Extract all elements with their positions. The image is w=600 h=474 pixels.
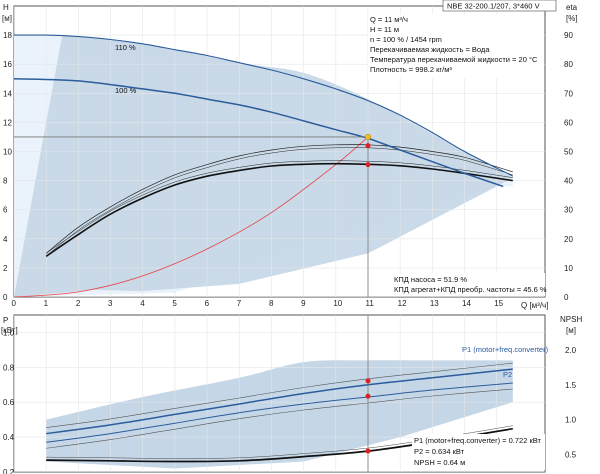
npsh-tick-label: 1.5 (565, 381, 577, 390)
x-tick-label: 8 (269, 299, 274, 308)
npsh-point (365, 448, 371, 454)
x-tick-label: 1 (44, 299, 49, 308)
p2-curve (46, 382, 513, 443)
x-tick-label: 2 (76, 299, 81, 308)
h-tick-label: 0 (3, 293, 8, 302)
eta-tick-label: 50 (564, 148, 573, 157)
legend-p2: P2 (503, 370, 512, 379)
duty-point (364, 133, 372, 140)
eta-total-point (365, 162, 371, 168)
p-tick-label: 0.2 (3, 468, 15, 474)
eta-curve-total-alt (46, 160, 513, 254)
eta-tick-label: 30 (564, 206, 573, 215)
power-range (46, 360, 513, 469)
eta-tick-label: 60 (564, 118, 573, 127)
eta-tick-label: 10 (564, 264, 573, 273)
curve-100 (14, 78, 504, 188)
h-tick-label: 18 (3, 31, 12, 40)
x-tick-label: 11 (366, 299, 375, 308)
h-tick-label: 8 (3, 177, 8, 186)
eta-pump-point (365, 143, 371, 149)
annotation-total-eff: КПД агрегат+КПД преобр. частоты = 45.6 % (394, 285, 547, 294)
eta-tick-label: 90 (564, 31, 573, 40)
h-axis-unit: [м] (2, 14, 12, 23)
x-tick-label: 3 (108, 299, 113, 308)
p2-point (365, 393, 371, 399)
label-110: 110 % (115, 43, 136, 52)
annotation-temperature: Температура перекачиваемой жидкости = 20… (370, 55, 538, 64)
annotation-n: n = 100 % / 1454 rpm (370, 35, 442, 44)
h-axis-label: H (3, 3, 9, 12)
eta-tick-label: 80 (564, 60, 573, 69)
h-tick-label: 12 (3, 118, 12, 127)
power-annotations: P1 (motor+freq.converter) = 0.722 кВт P2… (412, 434, 545, 470)
x-tick-label: 0 (12, 299, 17, 308)
x-tick-label: 15 (494, 299, 503, 308)
x-tick-label: 9 (301, 299, 306, 308)
eta-tick-label: 40 (564, 177, 573, 186)
legend-p1: P1 (motor+freq.converter) (462, 345, 549, 354)
x-tick-label: 6 (205, 299, 210, 308)
h-tick-label: 16 (3, 60, 12, 69)
efficiency-annotations: КПД насоса = 51.9 % КПД агрегат+КПД прео… (392, 273, 547, 296)
p1-curve-alt (46, 362, 513, 428)
h-tick-label: 6 (3, 206, 8, 215)
p1-point (365, 378, 371, 384)
q-axis-label: Q [м³/ч] (521, 301, 548, 310)
p-tick-label: 1.0 (3, 328, 15, 337)
h-tick-label: 14 (3, 89, 12, 98)
eta-curve-pump (45, 144, 513, 254)
npsh-axis-unit: [м] (566, 326, 576, 335)
x-tick-label: 10 (333, 299, 342, 308)
x-tick-label: 4 (140, 299, 145, 308)
curve-110 (14, 34, 514, 177)
eta-axis-label: eta (566, 3, 578, 12)
npsh-tick-label: 1.0 (565, 416, 577, 425)
x-tick-label: 12 (398, 299, 407, 308)
annotation-q: Q = 11 м³/ч (370, 15, 408, 24)
header-title: NBE 32-200.1/207, 3*460 V (447, 2, 540, 11)
npsh-tick-label: 2.0 (565, 346, 577, 355)
label-100: 100 % (115, 86, 137, 95)
annotation-pump-eff: КПД насоса = 51.9 % (394, 275, 467, 284)
annotation-h: H = 11 м (370, 25, 399, 34)
p-tick-label: 0.6 (3, 398, 15, 407)
duty-annotations: Q = 11 м³/ч H = 11 м n = 100 % / 1454 rp… (368, 14, 544, 78)
eta-tick-label: 70 (564, 89, 573, 98)
eta-tick-label: 0 (564, 293, 569, 302)
eta-curve-pump-alt (46, 147, 513, 257)
npsh-tick-label: 0.5 (565, 451, 577, 460)
x-tick-label: 5 (172, 299, 177, 308)
npsh-axis-label: NPSH (560, 315, 582, 324)
h-tick-label: 2 (3, 264, 8, 273)
p2-curve-alt (46, 388, 513, 449)
eta-tick-label: 20 (564, 235, 573, 244)
p-tick-label: 0.8 (3, 363, 15, 372)
p-tick-label: 0.4 (3, 433, 15, 442)
annotation-p1: P1 (motor+freq.converter) = 0.722 кВт (414, 436, 542, 445)
annotation-density: Плотность = 998.2 кг/м³ (370, 65, 452, 74)
x-tick-label: 7 (237, 299, 242, 308)
eta-axis-unit: [%] (566, 14, 578, 23)
annotation-liquid: Перекачиваемая жидкость = Вода (370, 45, 490, 54)
p-axis-label: P (3, 316, 8, 325)
operating-range (14, 35, 513, 297)
p-axis-unit: [кВт] (1, 326, 18, 335)
p1-curve (46, 368, 513, 435)
annotation-p2: P2 = 0.634 кВт (414, 447, 465, 456)
eta-curve-total (45, 162, 513, 257)
x-tick-label: 14 (462, 299, 471, 308)
header-box (442, 0, 557, 12)
system-curve (14, 136, 369, 297)
h-tick-label: 10 (3, 148, 12, 157)
h-tick-label: 4 (3, 235, 8, 244)
annotation-npsh: NPSH = 0.64 м (414, 458, 465, 467)
x-tick-label: 13 (430, 299, 439, 308)
